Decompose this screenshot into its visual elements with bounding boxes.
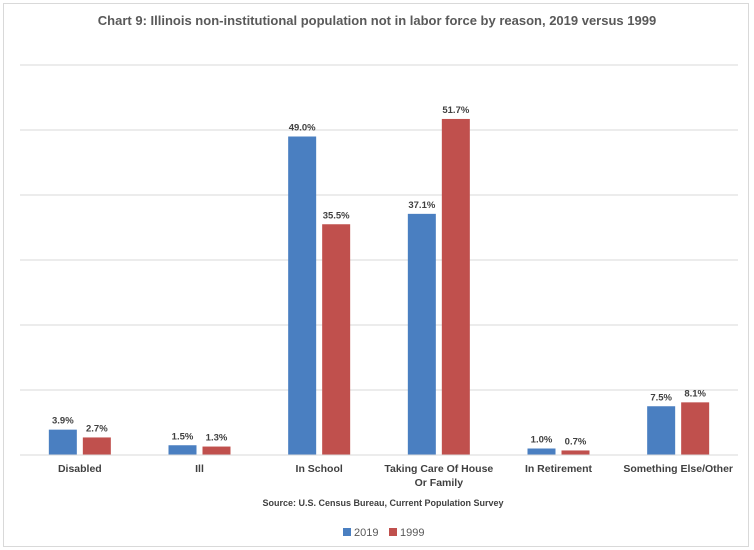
data-label-2019: 1.0% [531, 435, 553, 446]
data-label-1999: 0.7% [565, 436, 587, 447]
category-label: In Retirement [525, 463, 593, 475]
category-label: Something Else/Other [623, 463, 733, 475]
category-label: Disabled [58, 463, 102, 475]
bars [48, 118, 710, 455]
chart-title: Chart 9: Illinois non-institutional popu… [98, 13, 656, 28]
bar-1999 [202, 446, 231, 455]
data-label-1999: 35.5% [323, 210, 350, 221]
legend-label-2019: 2019 [354, 527, 378, 539]
category-label: In School [296, 463, 343, 475]
data-label-2019: 1.5% [172, 431, 194, 442]
bar-2019 [288, 136, 317, 455]
data-label-2019: 37.1% [408, 200, 435, 211]
legend-swatch-1999 [389, 528, 397, 536]
source-note: Source: U.S. Census Bureau, Current Popu… [262, 498, 503, 508]
bar-1999 [681, 402, 710, 455]
chart-frame [3, 3, 749, 547]
bar-1999 [82, 437, 111, 455]
legend-swatch-2019 [343, 528, 351, 536]
data-label-2019: 3.9% [52, 416, 74, 427]
data-label-1999: 1.3% [206, 433, 228, 444]
gridlines [20, 64, 738, 391]
bar-2019 [168, 445, 197, 455]
data-label-2019: 49.0% [289, 123, 316, 134]
bar-2019 [647, 406, 676, 455]
category-labels: Disabled Ill In School Taking Care Of House… [58, 463, 733, 489]
category-label: Ill [195, 463, 204, 475]
data-label-1999: 2.7% [86, 423, 108, 434]
legend: 2019 1999 [343, 527, 424, 539]
bar-1999 [322, 224, 351, 455]
bar-1999 [441, 118, 470, 455]
data-label-2019: 7.5% [650, 392, 672, 403]
legend-label-1999: 1999 [400, 527, 424, 539]
data-labels: 3.9% 2.7% 1.5% 1.3% 49.0% 35.5% 37.1% 51.7% 1.0%… [52, 105, 707, 448]
bar-2019 [527, 448, 556, 455]
data-label-1999: 8.1% [684, 388, 706, 399]
category-label: Taking Care Of House [384, 463, 493, 475]
bar-2019 [407, 213, 436, 455]
category-label: Or Family [415, 477, 464, 489]
bar-1999 [561, 450, 590, 455]
data-label-1999: 51.7% [442, 105, 469, 116]
bar-2019 [48, 429, 77, 455]
